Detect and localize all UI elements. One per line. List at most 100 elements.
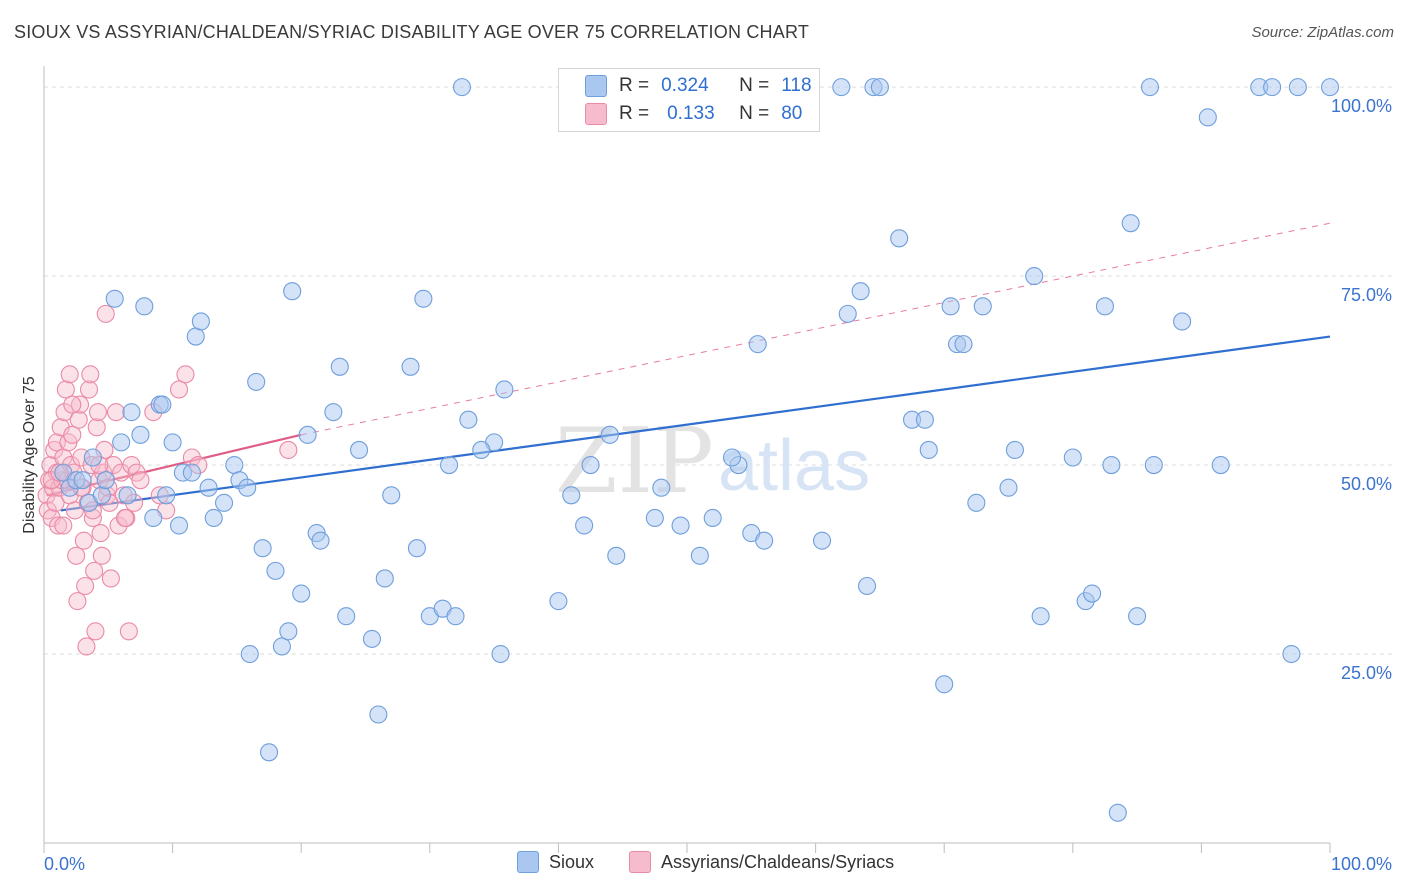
sioux-point bbox=[935, 675, 954, 694]
sioux-point bbox=[838, 304, 857, 323]
assyrian-point bbox=[91, 524, 110, 543]
r-label: R = bbox=[619, 103, 650, 124]
sioux-point bbox=[645, 508, 664, 528]
assyrian-point bbox=[104, 456, 123, 475]
sioux-point bbox=[446, 607, 465, 626]
sioux-points bbox=[54, 78, 1340, 822]
legend-row-assyrian: R = 0.133 N = 80 bbox=[559, 101, 802, 127]
sioux-point bbox=[259, 743, 279, 762]
sioux-point bbox=[1108, 803, 1127, 822]
assyrian-point bbox=[76, 576, 95, 596]
sioux-point bbox=[967, 493, 986, 512]
assyrian-point bbox=[60, 365, 79, 384]
sioux-point bbox=[1063, 448, 1082, 467]
assyrian-point bbox=[96, 304, 115, 323]
assyrian-point bbox=[56, 380, 75, 399]
sioux-point bbox=[748, 335, 767, 354]
sioux-point bbox=[225, 456, 244, 475]
assyrian-point bbox=[109, 516, 128, 535]
sioux-trend-line bbox=[60, 335, 1331, 512]
assyrian-swatch bbox=[585, 103, 607, 125]
sioux-point bbox=[600, 425, 619, 444]
watermark-zip: ZIP bbox=[555, 409, 714, 514]
n-label: N = bbox=[739, 75, 770, 96]
assyrian-point bbox=[55, 403, 74, 422]
sioux-point bbox=[1083, 584, 1102, 603]
tick-labels: 25.0% 50.0% 75.0% 100.0% 0.0% 100.0% bbox=[44, 96, 1392, 874]
legend-item-assyrian[interactable]: Assyrians/Chaldeans/Syriacs bbox=[629, 851, 894, 873]
sioux-point bbox=[812, 531, 832, 550]
sioux-point bbox=[298, 425, 317, 444]
sioux-point bbox=[581, 456, 600, 475]
sioux-point bbox=[330, 357, 349, 376]
assyrian-point bbox=[74, 531, 93, 550]
assyrian-point bbox=[81, 365, 100, 384]
stats-legend: R = 0.324 N = 118 R = 0.133 N = 80 bbox=[558, 68, 820, 132]
sioux-point bbox=[337, 607, 356, 626]
sioux-point bbox=[1102, 456, 1121, 475]
sioux-point bbox=[459, 410, 478, 429]
sioux-point bbox=[350, 440, 369, 459]
assyrian-point bbox=[106, 403, 126, 422]
sioux-point bbox=[401, 357, 420, 376]
legend-row-sioux: R = 0.324 N = 118 bbox=[559, 73, 812, 99]
y-tick-label: 75.0% bbox=[1341, 285, 1392, 305]
axes bbox=[43, 66, 1331, 853]
y-tick-label: 100.0% bbox=[1331, 96, 1392, 116]
assyrian-point bbox=[86, 622, 105, 641]
sioux-point bbox=[191, 312, 210, 331]
sioux-point bbox=[915, 410, 934, 429]
sioux-point bbox=[240, 644, 259, 664]
sioux-point bbox=[857, 576, 877, 596]
sioux-point bbox=[919, 440, 938, 459]
assyrian-point bbox=[69, 410, 88, 429]
sioux-point bbox=[1320, 78, 1340, 97]
sioux-point bbox=[362, 629, 381, 648]
assyrian-point bbox=[115, 508, 135, 528]
sioux-point bbox=[1173, 312, 1192, 331]
sioux-point bbox=[1263, 78, 1282, 97]
sioux-point bbox=[722, 448, 742, 467]
sioux-point bbox=[652, 478, 671, 497]
assyrian-trend-extension bbox=[301, 222, 1331, 436]
assyrian-point bbox=[119, 622, 138, 641]
sioux-point bbox=[954, 335, 973, 354]
sioux-point bbox=[1198, 108, 1217, 127]
sioux-point bbox=[382, 486, 401, 505]
sioux-point bbox=[186, 327, 205, 346]
assyrian-legend-label: Assyrians/Chaldeans/Syriacs bbox=[661, 851, 895, 872]
x-tick-label-max: 100.0% bbox=[1331, 854, 1392, 874]
sioux-point bbox=[549, 592, 568, 611]
sioux-point bbox=[755, 531, 774, 550]
y-tick-label: 50.0% bbox=[1341, 474, 1392, 494]
legend-item-sioux[interactable]: Sioux bbox=[517, 851, 594, 873]
assyrian-point bbox=[70, 395, 90, 414]
sioux-point bbox=[832, 78, 851, 97]
sioux-point bbox=[182, 463, 201, 482]
sioux-point bbox=[491, 644, 510, 664]
sioux-point bbox=[144, 508, 163, 528]
sioux-point bbox=[495, 380, 514, 399]
sioux-point bbox=[1031, 607, 1050, 626]
sioux-point bbox=[607, 546, 626, 565]
grid-lines bbox=[44, 86, 1394, 655]
sioux-point bbox=[279, 622, 298, 641]
sioux-point bbox=[253, 539, 272, 558]
assyrian-point bbox=[67, 546, 86, 565]
sioux-point bbox=[1121, 214, 1140, 233]
assyrian-point bbox=[77, 637, 96, 656]
sioux-point bbox=[1025, 267, 1044, 286]
sioux-point bbox=[122, 403, 141, 422]
sioux-point bbox=[214, 493, 234, 512]
assyrian-n-value: 80 bbox=[781, 103, 803, 124]
sioux-point bbox=[135, 297, 154, 316]
sioux-r-value: 0.324 bbox=[661, 75, 709, 96]
sioux-swatch bbox=[585, 75, 607, 97]
sioux-point bbox=[690, 546, 709, 565]
sioux-point bbox=[703, 508, 722, 528]
sioux-point bbox=[163, 433, 182, 452]
assyrian-point bbox=[85, 561, 104, 580]
assyrian-r-value: 0.133 bbox=[667, 103, 715, 124]
sioux-point bbox=[247, 372, 266, 391]
